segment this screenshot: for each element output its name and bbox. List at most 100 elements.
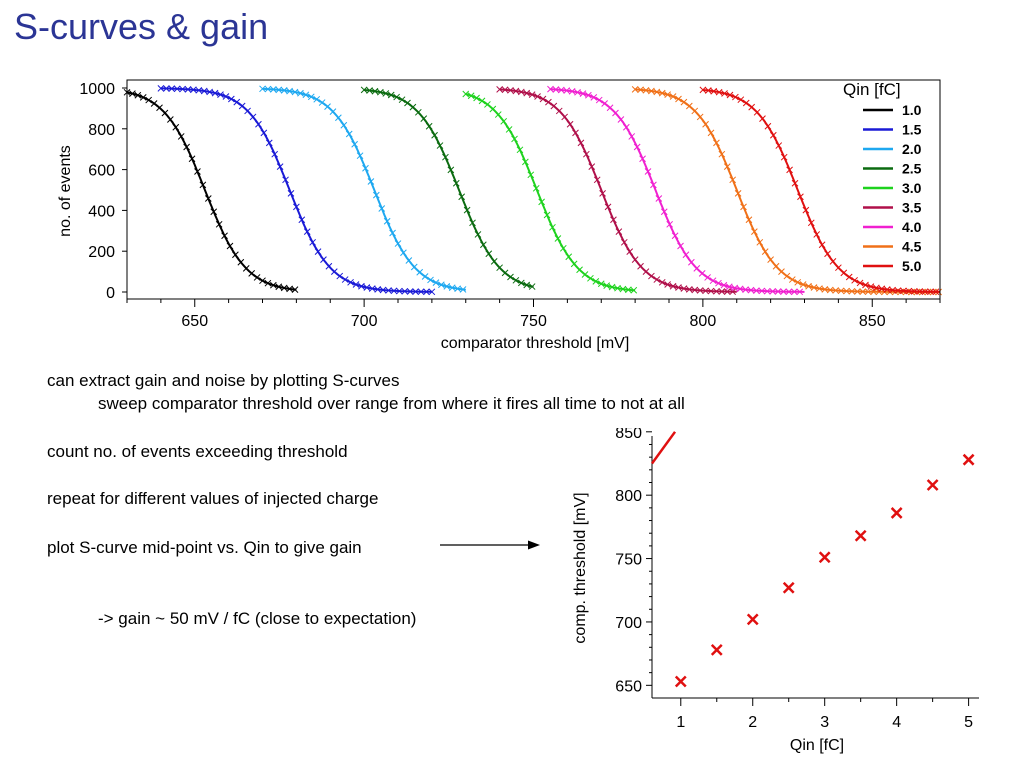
scurve-marker-2.5 [501,269,509,277]
scurve-marker-3.5 [593,176,601,184]
scurve-marker-4.5 [631,86,639,93]
scurve-marker-3.5 [615,228,623,235]
scurve-marker-3.5 [566,120,574,128]
scurve-marker-2.0 [454,285,461,293]
scurve-marker-4.5 [745,216,753,224]
scurve-marker-5.0 [710,87,718,95]
scurve-marker-3.0 [549,223,556,231]
scurve-marker-1.0 [204,195,212,202]
scurve-marker-1.5 [168,85,176,92]
scurve-marker-5.0 [786,166,793,174]
legend-label-1.5: 1.5 [902,122,922,138]
gain-axes: 650 700 750 800 850 1 2 3 4 5 [615,428,979,731]
scurve-marker-4.5 [740,203,747,211]
scurve-marker-5.0 [764,122,772,130]
scurve-marker-1.5 [238,102,246,110]
scurve-marker-2.5 [442,153,449,161]
scurve-marker-5.0 [872,284,880,292]
scurve-marker-5.0 [921,288,929,295]
scurve-marker-1.5 [314,248,322,255]
scurve-marker-2.0 [372,191,380,199]
scurve-marker-1.5 [217,91,224,98]
scurve-marker-1.5 [206,88,214,96]
scurve-marker-2.0 [405,257,413,264]
scurve-marker-1.0 [215,220,223,228]
bullet-plot-midpoint: plot S-curve mid-point vs. Qin to give g… [47,538,362,557]
gain-y-tick-label-750: 750 [615,552,642,569]
scurve-marker-5.0 [699,86,707,94]
scurve-marker-2.0 [264,85,272,93]
scurve-line-4.0 [550,88,805,293]
scurve-marker-1.0 [221,232,228,240]
scurve-marker-4.5 [718,150,726,158]
scurve-marker-4.0 [563,87,571,94]
legend-title: Qin [fC] [843,80,901,99]
scurve-marker-3.0 [511,135,518,143]
gain-chart: 650 700 750 800 850 1 2 3 4 5 Qin [fC] comp. thre… [572,428,979,754]
gain-point-3 [818,551,831,564]
legend-label-3.0: 3.0 [902,180,922,196]
gain-fit-line [650,431,677,465]
scurve-marker-2.5 [420,115,428,122]
gain-y-tick-label-800: 800 [615,488,642,505]
scurve-marker-3.5 [610,216,617,224]
scurve-marker-5.0 [818,241,826,249]
scurve-marker-5.0 [726,91,734,99]
scurve-marker-1.0 [167,116,174,123]
scurve-marker-3.0 [489,105,497,113]
scurve-marker-4.0 [579,90,587,97]
scurve-marker-2.0 [448,284,456,292]
scurve-marker-4.0 [655,195,663,202]
scurve-marker-3.5 [588,163,596,170]
scurve-marker-5.0 [932,288,940,296]
scurve-marker-2.5 [366,87,373,94]
x-tick-label-650: 650 [181,313,208,330]
scurve-marker-5.0 [775,142,783,149]
scurve-marker-5.0 [910,287,918,295]
scurve-marker-4.5 [729,176,737,184]
scurve-marker-5.0 [840,269,848,277]
scurve-marker-1.0 [248,270,256,277]
scurve-marker-2.5 [485,250,493,258]
scurve-line-1.0 [126,91,297,291]
scurve-marker-2.5 [463,206,471,214]
scurve-marker-5.0 [748,103,756,111]
scurve-marker-1.5 [309,238,316,246]
scurve-marker-2.5 [382,90,390,97]
scurve-marker-4.0 [769,288,777,295]
scurve-marker-3.0 [543,211,551,219]
scurve-marker-1.5 [352,281,360,288]
scurve-marker-1.5 [298,216,306,224]
scurve-marker-3.5 [696,287,704,294]
bullet-repeat-charge: repeat for different values of injected … [47,489,379,508]
scurve-marker-4.5 [810,284,818,291]
scurve-marker-4.0 [666,220,674,228]
scurve-marker-2.0 [432,279,440,286]
scurve-marker-1.5 [255,120,262,128]
scurve-marker-5.0 [721,90,728,97]
scurve-marker-5.0 [862,281,869,289]
scurve-marker-5.0 [742,99,750,107]
gain-y-tick-label-850: 850 [615,428,642,442]
scurve-marker-4.5 [751,228,758,235]
scurve-marker-1.0 [232,251,239,259]
scurve-marker-1.0 [145,96,153,104]
scurve-marker-1.0 [237,258,245,266]
x-tick-label-800: 800 [690,313,717,330]
scurve-marker-4.0 [780,288,787,295]
scurve-marker-4.5 [853,288,861,295]
scurve-marker-5.0 [791,179,799,187]
scurve-marker-4.0 [720,281,728,289]
scurve-marker-3.5 [664,281,671,288]
gain-point-4.5 [926,479,939,491]
scurve-marker-4.5 [658,89,666,97]
scurve-marker-4.5 [772,262,780,270]
scurve-marker-1.5 [244,107,251,115]
scurve-marker-3.5 [512,87,520,95]
scurve-marker-3.5 [517,88,525,96]
scurve-marker-3.0 [494,111,502,118]
scurve-marker-2.0 [275,86,283,94]
gain-point-5 [962,453,975,466]
scurve-marker-2.5 [528,283,536,290]
scurve-marker-3.0 [576,266,583,274]
